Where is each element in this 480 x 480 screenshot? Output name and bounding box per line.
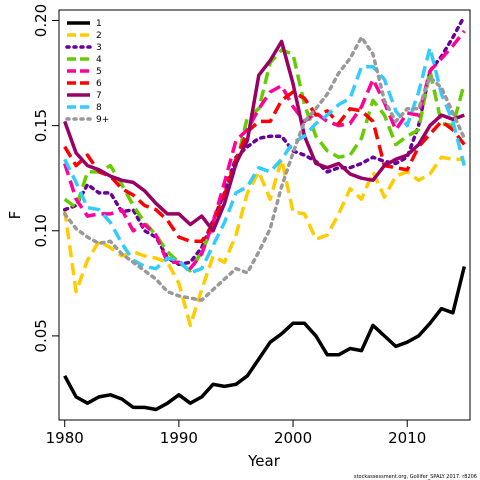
series-line-7 [63, 39, 465, 233]
legend: 1 2 3 4 5 6 7 8 9+ [65, 19, 109, 125]
legend-label: 6 [96, 79, 102, 89]
series-line-6 [63, 90, 466, 244]
legend-label: 9+ [96, 115, 109, 125]
plot-frame [58, 9, 471, 421]
x-tick-label: 2000 [274, 429, 312, 447]
series-line-3 [62, 14, 467, 267]
legend-label: 4 [96, 55, 102, 65]
credit-text: stockassessment.org, Gollifer_SPALY 2017… [354, 474, 477, 480]
series-line-8 [63, 46, 466, 275]
series-line-2 [62, 155, 465, 328]
y-axis: 0.05 0.10 0.15 0.20 [32, 4, 60, 353]
legend-label: 2 [96, 31, 102, 41]
x-tick-label: 1980 [46, 429, 84, 447]
y-axis-title: F [6, 211, 24, 220]
x-tick-label: 1990 [160, 429, 198, 447]
series-line-9plus [62, 35, 467, 302]
x-axis: 1980 1990 2000 2010 [46, 419, 426, 447]
legend-label: 5 [96, 67, 102, 77]
y-tick-label: 0.05 [32, 319, 50, 352]
y-tick-label: 0.10 [32, 214, 50, 247]
series-line-1 [63, 266, 466, 412]
y-tick-label: 0.15 [32, 109, 50, 142]
series-line-5 [63, 29, 466, 271]
legend-label: 3 [96, 43, 102, 53]
y-tick-label: 0.20 [32, 4, 50, 37]
series-line-4 [63, 48, 466, 273]
legend-label: 1 [96, 19, 102, 29]
legend-label: 8 [96, 103, 102, 113]
legend-label: 7 [96, 91, 102, 101]
x-tick-label: 2010 [388, 429, 426, 447]
x-axis-title: Year [247, 452, 281, 470]
series-layer [62, 14, 467, 412]
